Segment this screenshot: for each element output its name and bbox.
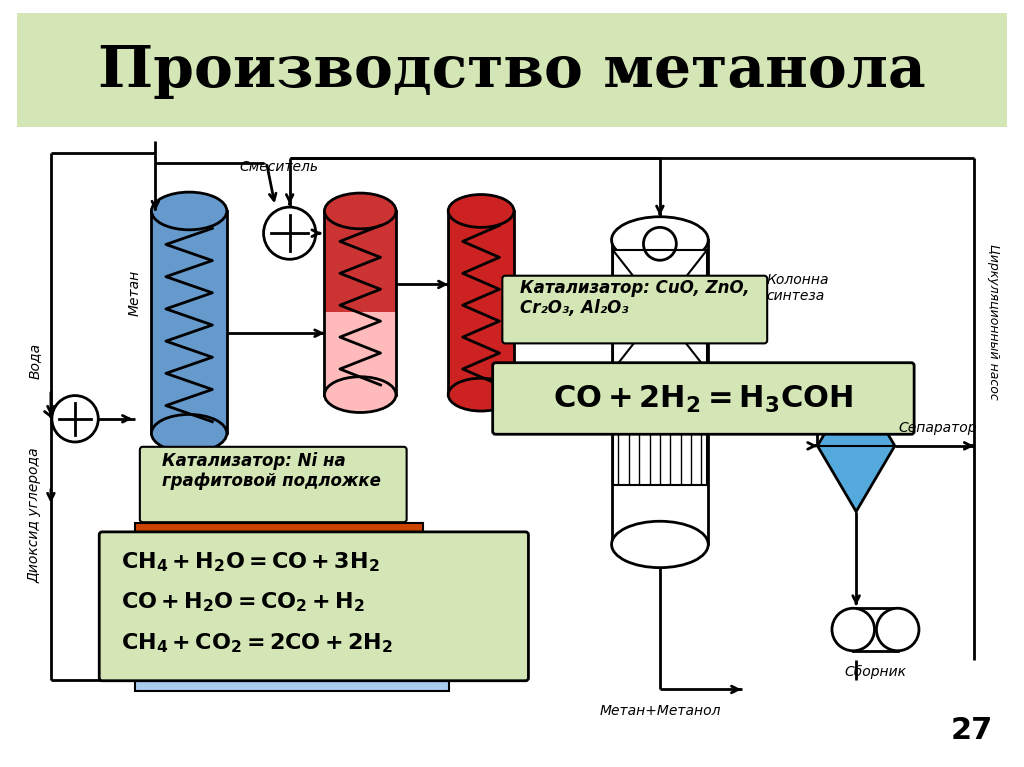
Bar [853, 608, 898, 650]
Ellipse shape [877, 608, 919, 650]
Text: Вода: Вода [28, 343, 42, 379]
Ellipse shape [152, 414, 227, 452]
Text: Производство метанола: Производство метанола [98, 43, 926, 99]
Text: Колонна
синтеза: Колонна синтеза [766, 273, 828, 304]
Polygon shape [817, 380, 895, 512]
Bar [611, 240, 709, 545]
Text: $\mathit{\mathbf{CH_4 + H_2O = CO + 3H_2}}$: $\mathit{\mathbf{CH_4 + H_2O = CO + 3H_2… [122, 550, 380, 574]
Ellipse shape [325, 193, 396, 229]
Text: $\mathit{\mathbf{CH_4 + CO_2 = 2CO + 2H_2}}$: $\mathit{\mathbf{CH_4 + CO_2 = 2CO + 2H_… [122, 631, 393, 655]
Ellipse shape [449, 378, 514, 411]
Ellipse shape [325, 377, 396, 413]
Bar [152, 211, 227, 433]
Text: 27: 27 [951, 716, 993, 745]
Text: Метан: Метан [128, 270, 142, 316]
Bar [612, 370, 708, 485]
Bar [325, 211, 396, 312]
Bar [135, 672, 450, 691]
Ellipse shape [152, 192, 227, 230]
Text: Диоксид углерода: Диоксид углерода [28, 448, 42, 583]
Text: Смеситель: Смеситель [240, 160, 318, 174]
Ellipse shape [611, 217, 709, 263]
Text: Сборник: Сборник [845, 665, 906, 679]
FancyBboxPatch shape [99, 532, 528, 681]
Ellipse shape [831, 608, 874, 650]
Bar [325, 312, 396, 394]
Bar [449, 211, 514, 394]
FancyBboxPatch shape [493, 363, 914, 434]
Text: Катализатор: CuO, ZnO,
Cr₂O₃, Al₂O₃: Катализатор: CuO, ZnO, Cr₂O₃, Al₂O₃ [520, 278, 750, 318]
Ellipse shape [449, 195, 514, 227]
Text: $\mathit{\mathbf{CO + 2H_2 = H_3COH}}$: $\mathit{\mathbf{CO + 2H_2 = H_3COH}}$ [553, 384, 854, 415]
Bar [612, 249, 708, 370]
Ellipse shape [611, 522, 709, 568]
Text: Сепаратор: Сепаратор [899, 421, 977, 436]
Text: Метан+Метанол: Метан+Метанол [599, 703, 721, 718]
Bar [135, 523, 423, 542]
Text: $\mathit{\mathbf{CO + H_2O = CO_2 + H_2}}$: $\mathit{\mathbf{CO + H_2O = CO_2 + H_2}… [122, 591, 366, 614]
Bar [17, 127, 1007, 754]
Bar [17, 13, 1007, 127]
Text: Циркуляционный насос: Циркуляционный насос [987, 244, 999, 400]
FancyBboxPatch shape [503, 275, 767, 344]
FancyBboxPatch shape [140, 447, 407, 522]
Text: Катализатор: Ni на
графитовой подложке: Катализатор: Ni на графитовой подложке [162, 452, 381, 490]
